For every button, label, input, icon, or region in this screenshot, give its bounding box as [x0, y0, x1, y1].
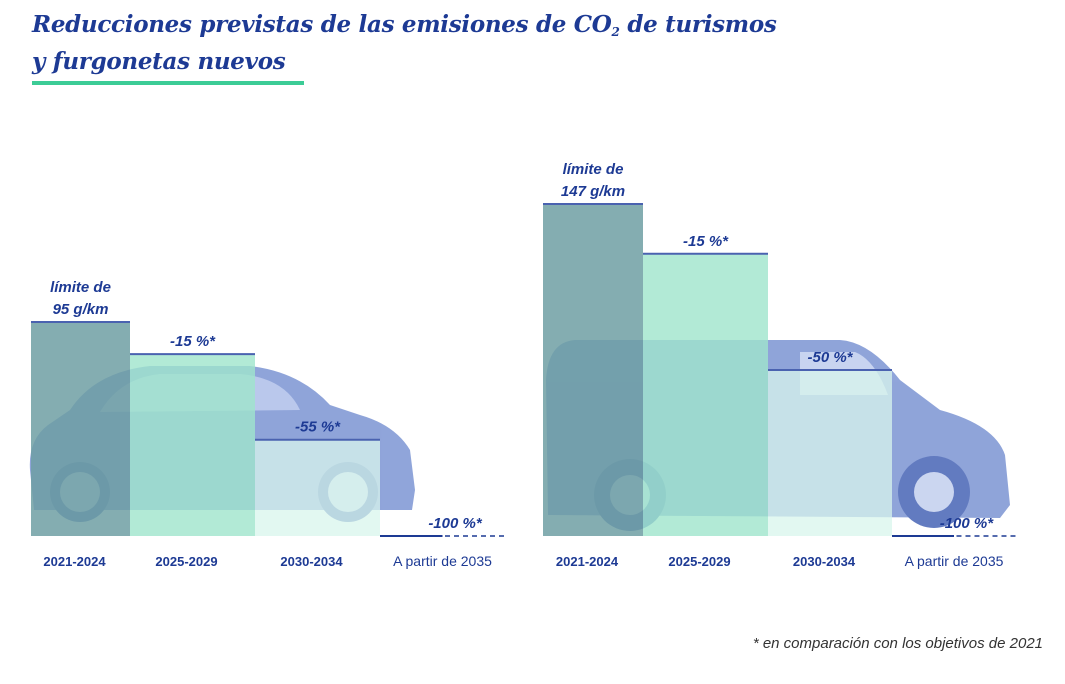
van-front-hubcap-icon [914, 472, 954, 512]
title-line1-pre: Reducciones previstas de las emisiones d… [32, 11, 612, 38]
value-label-turismos-0: límite de [50, 279, 111, 296]
category-label-furgonetas-3: A partir de 2035 [905, 553, 1004, 569]
category-label-turismos-2: 2030-2034 [280, 554, 343, 569]
title-subscript: 2 [611, 25, 620, 39]
bar-turismos-1 [130, 354, 255, 536]
category-label-furgonetas-2: 2030-2034 [793, 554, 856, 569]
title-line2: y furgonetas nuevos [32, 48, 286, 75]
bar-turismos-0 [31, 322, 130, 536]
title-line1-post: de turismos [619, 11, 777, 38]
footnote: * en comparación con los objetivos de 20… [752, 635, 1043, 652]
bar-furgonetas-0 [543, 204, 643, 536]
category-label-furgonetas-0: 2021-2024 [556, 554, 619, 569]
value-label-turismos-0: 95 g/km [53, 301, 109, 318]
category-label-furgonetas-1: 2025-2029 [668, 554, 730, 569]
bar-turismos-2 [255, 439, 380, 536]
category-label-turismos-0: 2021-2024 [43, 554, 106, 569]
value-label-turismos-1: -15 %* [170, 333, 216, 350]
title-underline [32, 81, 304, 85]
value-label-furgonetas-0: 147 g/km [561, 183, 625, 200]
category-label-turismos-3: A partir de 2035 [393, 553, 492, 569]
chart-title: Reducciones previstas de las emisiones d… [32, 10, 777, 76]
value-label-furgonetas-2: -50 %* [807, 349, 853, 366]
value-label-turismos-2: -55 %* [295, 419, 341, 436]
category-label-turismos-1: 2025-2029 [155, 554, 217, 569]
bar-furgonetas-2 [768, 370, 892, 536]
value-label-furgonetas-3: -100 %* [940, 515, 995, 532]
bar-furgonetas-1 [643, 253, 768, 537]
value-label-turismos-3: -100 %* [428, 515, 483, 532]
value-label-furgonetas-0: límite de [563, 161, 624, 178]
value-label-furgonetas-1: -15 %* [683, 233, 729, 250]
